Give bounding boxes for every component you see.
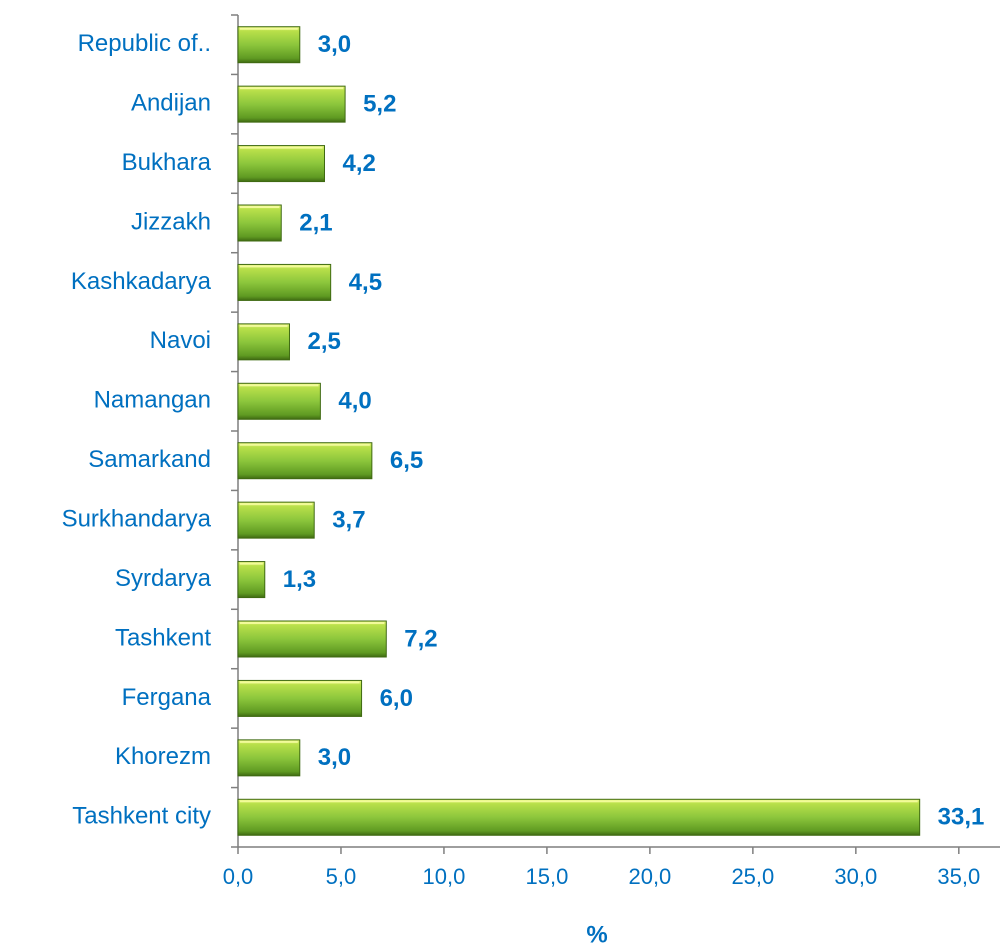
value-label: 3,0 (318, 744, 351, 771)
x-tick-label: 0,0 (223, 864, 254, 889)
value-label: 1,3 (283, 566, 316, 593)
bar (237, 679, 363, 717)
y-tick-label: Navoi (150, 327, 211, 354)
bar (237, 145, 325, 183)
x-tick-label: 25,0 (731, 864, 774, 889)
y-tick-label: Namangan (94, 387, 211, 414)
value-label: 2,1 (299, 209, 332, 236)
bar (237, 620, 387, 658)
value-label: 5,2 (363, 90, 396, 117)
y-tick-label: Fergana (122, 684, 212, 711)
x-tick-label: 15,0 (526, 864, 569, 889)
bar (237, 501, 315, 539)
y-tick-label: Syrdarya (115, 565, 212, 592)
value-label: 3,7 (332, 506, 365, 533)
bar (237, 739, 301, 777)
y-tick-label: Surkhandarya (62, 505, 212, 532)
bar (237, 442, 373, 480)
value-label: 3,0 (318, 31, 351, 58)
y-tick-label: Khorezm (115, 743, 211, 770)
x-tick-label: 30,0 (834, 864, 877, 889)
y-tick-label: Tashkent (115, 624, 211, 651)
value-label: 4,0 (338, 388, 371, 415)
value-label: 4,5 (349, 269, 382, 296)
bar (237, 382, 321, 420)
x-tick-label: 10,0 (423, 864, 466, 889)
value-label: 2,5 (307, 328, 340, 355)
bar (237, 204, 282, 242)
value-label: 4,2 (342, 150, 375, 177)
value-label: 33,1 (938, 804, 985, 831)
bar (237, 798, 921, 836)
y-tick-label: Andijan (131, 89, 211, 116)
y-tick-label: Jizzakh (131, 208, 211, 235)
bar (237, 323, 290, 361)
x-tick-label: 35,0 (937, 864, 980, 889)
value-label: 7,2 (404, 625, 437, 652)
x-tick-label: 20,0 (628, 864, 671, 889)
y-tick-label: Samarkand (88, 446, 211, 473)
bar (237, 85, 346, 123)
x-tick-label: 5,0 (326, 864, 357, 889)
y-tick-label: Tashkent city (72, 803, 211, 830)
bar (237, 561, 266, 599)
y-tick-label: Bukhara (122, 149, 212, 176)
y-tick-label: Kashkadarya (71, 268, 212, 295)
value-label: 6,0 (380, 685, 413, 712)
bar (237, 263, 332, 301)
x-axis-label: % (586, 921, 607, 948)
y-tick-label: Republic of.. (78, 30, 211, 57)
value-label: 6,5 (390, 447, 423, 474)
bar (237, 26, 301, 64)
